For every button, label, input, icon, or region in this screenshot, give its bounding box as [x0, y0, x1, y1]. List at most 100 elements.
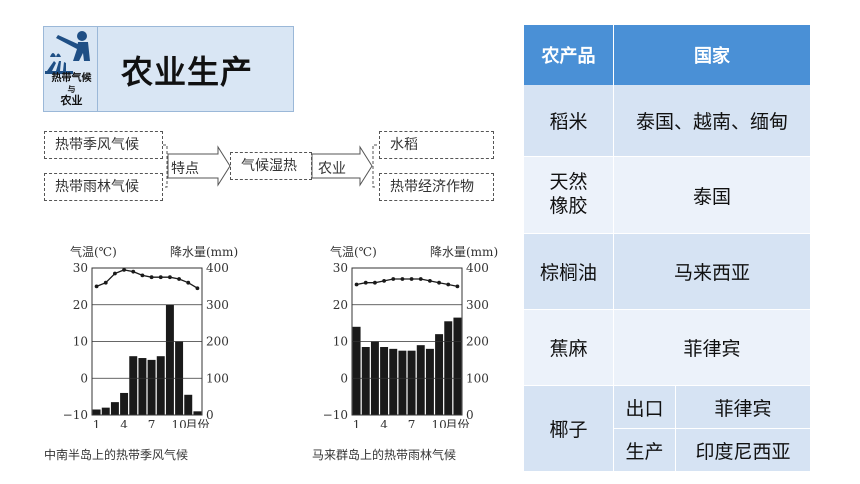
coconut-produce-country: 印度尼西亚	[676, 429, 810, 471]
arrow-label-features: 特点	[171, 161, 199, 177]
page-title: 农业生产	[121, 53, 254, 91]
month-tick-label: 4	[120, 418, 128, 428]
month-tick-label: 4	[380, 418, 388, 428]
chart-caption-monsoon: 中南半岛上的热带季风气候	[44, 448, 189, 462]
precip-bar-12	[193, 411, 202, 415]
precip-bar-9	[165, 304, 174, 415]
precip-tick-label: 400	[206, 261, 229, 275]
temperature-point-2	[103, 280, 108, 285]
country-rice: 泰国、越南、缅甸	[614, 85, 810, 157]
coconut-produce-label: 生产	[614, 429, 676, 471]
precip-bar-11	[184, 394, 193, 415]
month-tick-label: 1	[353, 418, 361, 428]
precip-bar-6	[398, 350, 407, 415]
coconut-export-label: 出口	[614, 386, 676, 429]
precip-tick-label: 100	[466, 371, 489, 385]
precip-bar-3	[110, 402, 119, 415]
result-rice-box: 水稻	[379, 131, 494, 159]
temperature-point-7	[149, 275, 154, 280]
y-left-axis-label: 气温(℃)	[330, 244, 377, 259]
temp-tick-label: 10	[73, 335, 88, 349]
month-tick-label: 10	[171, 418, 186, 428]
temp-tick-label: 30	[333, 261, 348, 275]
precip-bar-4	[380, 347, 389, 415]
temperature-point-10	[437, 280, 441, 285]
temperature-point-6	[140, 273, 145, 278]
temperature-point-4	[122, 267, 126, 272]
precip-tick-label: 300	[466, 298, 489, 312]
temperature-point-9	[168, 275, 172, 280]
precip-tick-label: 200	[466, 335, 489, 349]
precip-bar-5	[389, 348, 398, 415]
temperature-point-8	[418, 277, 423, 281]
flow-arrows	[163, 144, 377, 188]
temperature-point-5	[391, 277, 396, 281]
precip-bar-11	[444, 321, 453, 415]
month-tick-label: 7	[408, 418, 416, 428]
topic-icon-panel: 热带气候 与 农业	[43, 26, 98, 112]
table-header-country: 国家	[614, 25, 810, 85]
temp-tick-label: −10	[63, 408, 88, 422]
result-cash-crops-box: 热带经济作物	[379, 173, 494, 201]
temperature-point-10	[177, 277, 181, 281]
temp-tick-label: 20	[73, 298, 88, 312]
precip-bar-6	[138, 358, 147, 415]
product-abaca: 蕉麻	[524, 310, 614, 386]
temperature-point-1	[354, 282, 359, 287]
coconut-export-country: 菲律宾	[676, 386, 810, 429]
precip-bar-12	[453, 317, 462, 415]
month-tick-label: 7	[148, 418, 156, 428]
temp-tick-label: −10	[323, 408, 348, 422]
product-rubber-line1: 天然	[549, 171, 588, 194]
precip-tick-label: 100	[206, 371, 229, 385]
table-header-product: 农产品	[524, 25, 614, 85]
x-unit-label: 月份	[446, 418, 470, 428]
precip-tick-label: 200	[206, 335, 229, 349]
temperature-point-12	[455, 284, 460, 289]
products-table: 农产品 国家 稻米 泰国、越南、缅甸 天然 橡胶 泰国 棕榈油 马来西亚 蕉麻 …	[524, 25, 810, 471]
icon-label-line3: 农业	[60, 94, 83, 107]
climate-monsoon-box: 热带季风气候	[44, 131, 163, 159]
icon-label-line2: 与	[67, 85, 76, 94]
y-left-axis-label: 气温(℃)	[70, 244, 117, 259]
climate-humid-hot-box: 气候湿热	[230, 152, 312, 180]
month-tick-label: 1	[93, 418, 101, 428]
precip-bar-7	[407, 350, 416, 415]
product-rubber: 天然 橡胶	[524, 157, 614, 234]
y-right-axis-label: 降水量(mm)	[170, 245, 238, 259]
precip-bar-1	[352, 326, 361, 415]
temperature-point-3	[113, 271, 117, 276]
icon-label-line1: 热带气候	[51, 73, 92, 84]
temp-tick-label: 0	[340, 371, 348, 385]
temperature-point-2	[363, 280, 368, 285]
temperature-point-6	[400, 277, 405, 281]
precip-tick-label: 300	[206, 298, 229, 312]
temperature-point-5	[131, 269, 136, 274]
temp-tick-label: 10	[333, 335, 348, 349]
precip-bar-4	[120, 392, 129, 415]
precip-bar-9	[425, 348, 434, 415]
precip-tick-label: 0	[466, 408, 474, 422]
temperature-point-4	[382, 278, 386, 283]
country-rubber: 泰国	[614, 157, 810, 234]
precip-bar-5	[129, 356, 138, 415]
precip-bar-2	[101, 407, 110, 415]
precip-bar-8	[156, 356, 165, 415]
temperature-point-11	[186, 280, 191, 285]
product-rubber-line2: 橡胶	[549, 195, 588, 217]
x-unit-label: 月份	[186, 418, 210, 428]
temperature-point-12	[195, 286, 200, 291]
farmer-icon	[45, 31, 90, 74]
temperature-point-8	[158, 275, 163, 280]
product-palm-oil: 棕榈油	[524, 234, 614, 310]
temperature-point-3	[373, 280, 377, 285]
temperature-point-1	[94, 284, 99, 289]
precip-bar-2	[361, 347, 370, 415]
month-tick-label: 10	[431, 418, 446, 428]
temp-tick-label: 30	[73, 261, 88, 275]
precip-bar-10	[435, 334, 444, 415]
climate-rainforest-box: 热带雨林气候	[44, 173, 163, 201]
arrow-label-agriculture: 农业	[318, 161, 346, 177]
